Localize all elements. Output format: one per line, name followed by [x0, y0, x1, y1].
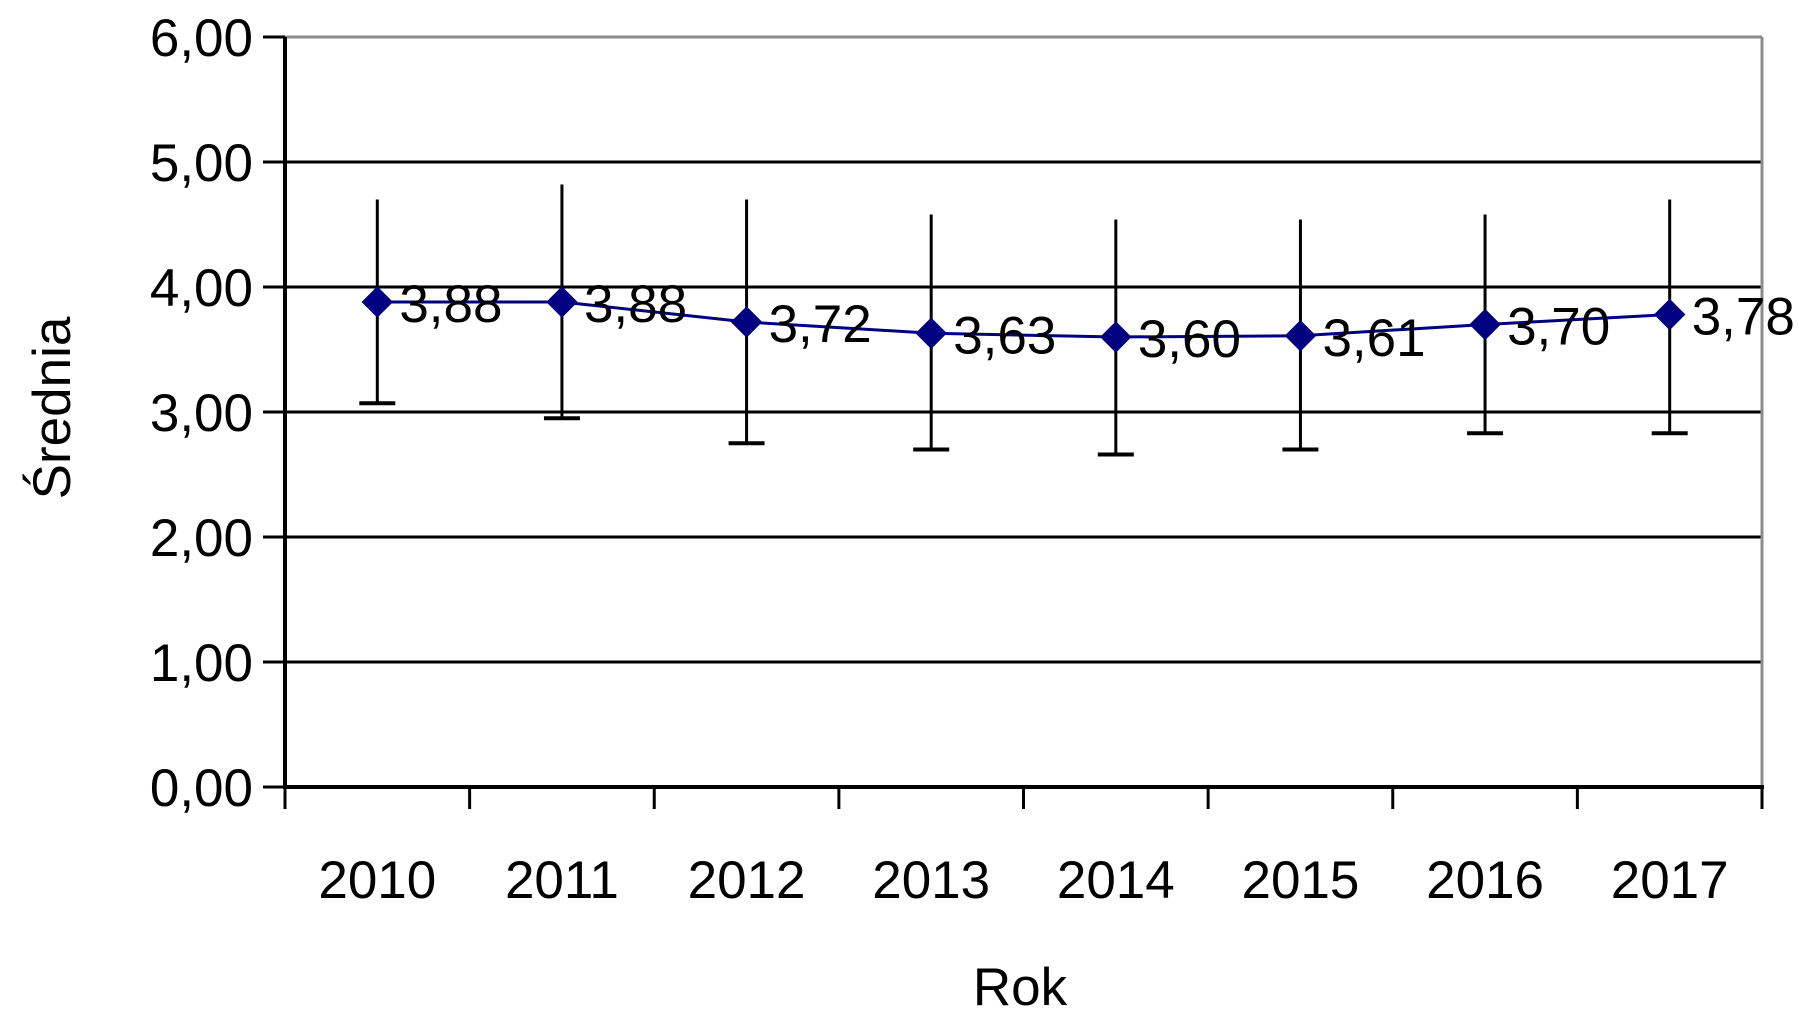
data-point	[915, 317, 947, 349]
data-label: 3,63	[953, 306, 1056, 365]
y-tick-label: 4,00	[150, 259, 253, 318]
data-label: 3,88	[584, 275, 687, 334]
y-tick-label: 3,00	[150, 384, 253, 443]
data-label: 3,70	[1507, 298, 1610, 357]
x-tick-label: 2011	[505, 851, 619, 910]
data-label: 3,88	[399, 275, 502, 334]
data-labels: 3,88 3,88 3,72 3,63 3,60 3,61 3,70 3,78	[399, 275, 1795, 369]
data-label: 3,61	[1322, 309, 1425, 368]
y-tick-label: 6,00	[150, 9, 253, 68]
series-markers	[361, 286, 1686, 353]
y-tick-label: 5,00	[150, 134, 253, 193]
data-point	[1284, 320, 1317, 352]
series-line-path	[377, 300, 1670, 339]
y-tick-label: 0,00	[150, 759, 253, 818]
data-point	[1100, 321, 1132, 353]
data-point	[730, 306, 763, 338]
x-tick-label: 2015	[1241, 851, 1359, 910]
data-label: 3,78	[1692, 288, 1795, 347]
axis-titles: Rok Średnia	[21, 316, 1068, 1017]
x-tick-label: 2010	[318, 851, 436, 910]
x-axis-title: Rok	[973, 958, 1068, 1012]
series-line	[377, 300, 1670, 339]
x-tick-label: 2013	[872, 851, 990, 910]
x-tick-label: 2017	[1611, 851, 1729, 910]
x-tick-label: 2014	[1057, 851, 1175, 910]
y-tick-label: 2,00	[150, 509, 253, 568]
x-tick-label: 2016	[1426, 851, 1544, 910]
x-tick-label: 2012	[688, 851, 806, 910]
data-point	[1469, 308, 1501, 341]
y-axis-title: Średnia	[21, 316, 82, 499]
y-tick-label: 1,00	[150, 634, 253, 693]
data-label: 3,60	[1138, 310, 1241, 369]
axis-ticks: 0,00 1,00 2,00 3,00 4,00 5,00 6,00 2010 2011 2012…	[150, 9, 1764, 910]
data-point	[1653, 298, 1686, 331]
data-point	[546, 286, 578, 318]
data-label: 3,72	[769, 295, 872, 354]
data-point	[361, 286, 394, 318]
